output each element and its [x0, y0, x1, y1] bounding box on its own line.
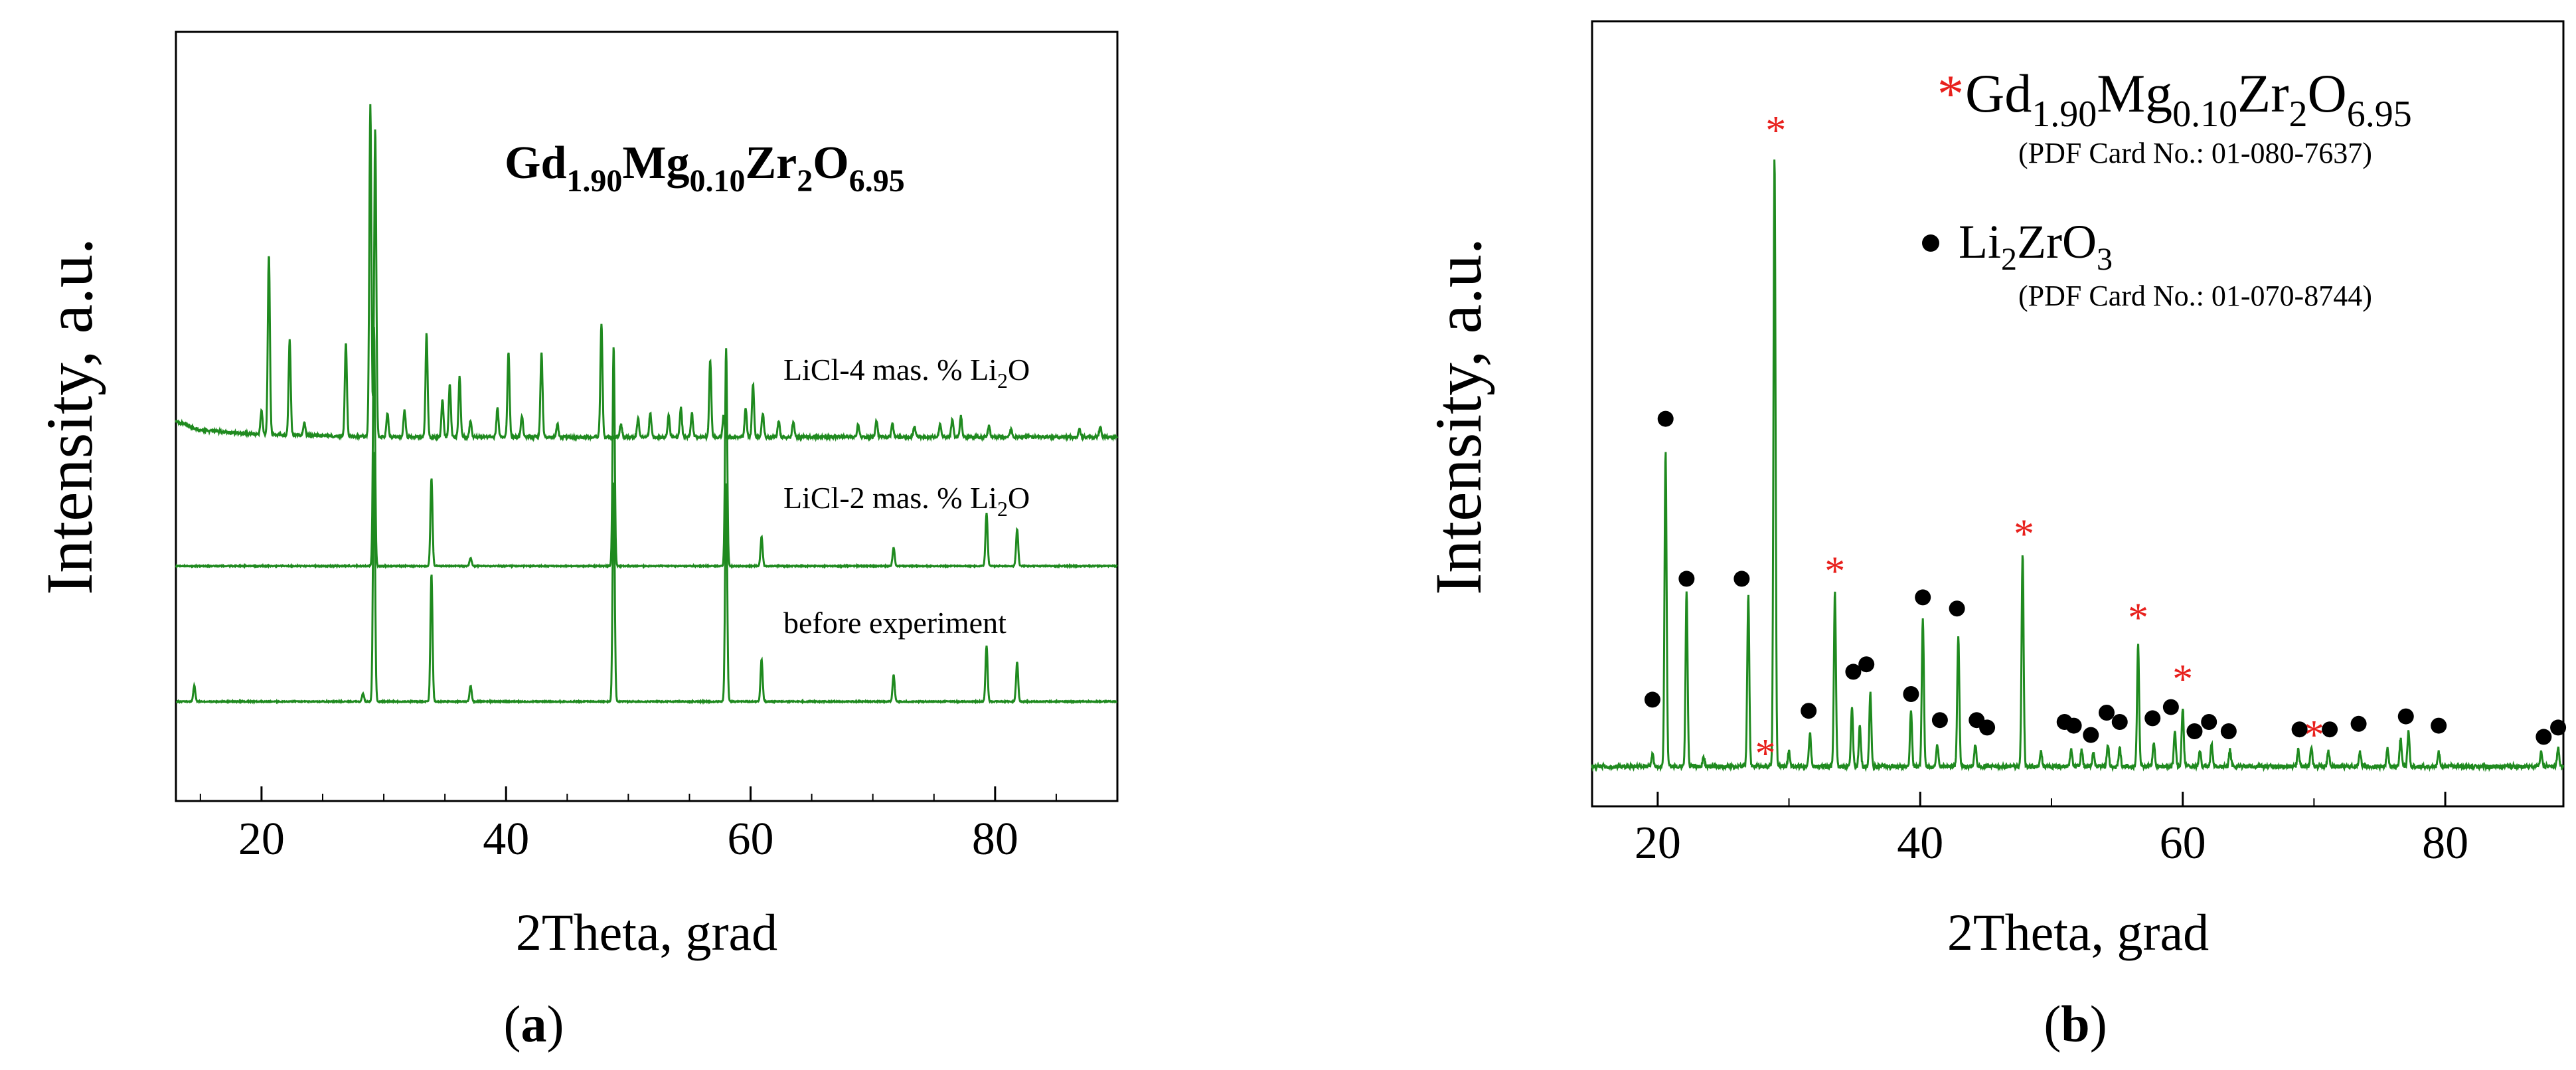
dot-marker-17: [2111, 714, 2128, 730]
dot-marker-19: [2162, 699, 2179, 715]
trace-licl-4: [175, 104, 1119, 442]
dot-marker-25: [2350, 715, 2367, 732]
dot-marker-7: [1903, 686, 1919, 702]
star-marker-5: *: [2172, 657, 2193, 702]
dot-marker-23: [2291, 721, 2308, 738]
panel-a-x-tick-label-80: 80: [972, 814, 1018, 865]
panel-a-x-axis-label: 2Theta, grad: [516, 903, 777, 961]
dot-marker-5: [1845, 664, 1862, 680]
legend-dot-marker: [1922, 234, 1939, 252]
legend-star-marker: *: [1937, 65, 1964, 124]
dot-marker-12: [1979, 719, 1996, 736]
dot-marker-18: [2144, 710, 2161, 727]
trace-before: [176, 452, 1117, 705]
dot-marker-4: [1801, 703, 1817, 719]
star-marker-0: *: [1755, 731, 1775, 776]
dot-marker-21: [2201, 714, 2217, 730]
panel-b-x-tick-label-80: 80: [2422, 818, 2468, 869]
panel-a: 20 40 60 80 Gd1.90Mg0.10Zr2O6.95 LiCl-4 mas…: [33, 31, 1119, 1053]
panel-a-x-tick-label-40: 40: [483, 814, 529, 865]
dot-marker-26: [2397, 708, 2414, 725]
dot-marker-28: [2536, 729, 2552, 745]
legend-entry-gd-formula: Gd1.90Mg0.10Zr2O6.95: [1965, 63, 2412, 135]
dot-marker-0: [1644, 691, 1660, 708]
legend-entry-li-formula: Li2ZrO3: [1959, 215, 2113, 277]
trace-pattern: [1591, 159, 2565, 772]
panel-b-label: (b): [2044, 995, 2107, 1053]
panel-b-x-tick-label-60: 60: [2160, 818, 2206, 869]
series-label-licl-2: LiCl-2 mas. % Li2O: [783, 481, 1030, 521]
star-marker-1: *: [1765, 108, 1786, 153]
panel-a-title: Gd1.90Mg0.10Zr2O6.95: [505, 137, 905, 199]
panel-a-plot-frame: [175, 31, 1119, 802]
dot-marker-29: [2550, 719, 2567, 736]
dot-marker-9: [1931, 712, 1948, 729]
panel-b-x-tick-label-20: 20: [1635, 818, 1681, 869]
dot-marker-24: [2322, 721, 2338, 738]
dot-marker-1: [1657, 410, 1674, 427]
panel-b-y-axis-label: Intensity, a.u.: [1421, 238, 1495, 595]
dot-marker-6: [1858, 656, 1875, 673]
panel-a-x-tick-label-20: 20: [238, 814, 285, 865]
panel-b-x-axis-label: 2Theta, grad: [1947, 903, 2209, 961]
star-marker-4: *: [2128, 596, 2148, 641]
star-marker-3: *: [2014, 512, 2034, 557]
dot-marker-27: [2431, 717, 2447, 734]
dot-marker-15: [2083, 727, 2099, 743]
panel-a-x-tick-label-60: 60: [728, 814, 774, 865]
dot-marker-14: [2065, 717, 2082, 734]
panel-b-legend: * Gd1.90Mg0.10Zr2O6.95 (PDF Card No.: 01…: [1922, 63, 2412, 312]
star-marker-2: *: [1824, 549, 1845, 594]
dot-marker-8: [1915, 589, 1931, 606]
trace-licl-2: [175, 327, 1118, 570]
dot-marker-16: [2098, 705, 2115, 721]
dot-marker-3: [1733, 571, 1750, 587]
legend-entry-li-card: (PDF Card No.: 01-070-8744): [2018, 280, 2372, 312]
dot-marker-10: [1949, 600, 1965, 617]
panel-a-y-axis-label: Intensity, a.u.: [33, 238, 106, 595]
panel-b: * * * * * * * 20 40 60 80 * Gd1.90Mg0.10Zr2O6.95 …: [1421, 20, 2567, 1053]
panel-b-x-tick-label-40: 40: [1897, 818, 1943, 869]
panel-b-plot-frame: [1591, 20, 2565, 808]
series-label-before: before experiment: [783, 606, 1006, 640]
legend-entry-gd-card: (PDF Card No.: 01-080-7637): [2018, 137, 2372, 169]
star-marker-6: *: [2304, 713, 2324, 758]
dot-marker-20: [2186, 723, 2203, 739]
dot-marker-2: [1678, 571, 1695, 587]
panel-a-label: (a): [504, 995, 564, 1053]
series-label-licl-4: LiCl-4 mas. % Li2O: [783, 353, 1030, 393]
dot-marker-22: [2220, 723, 2237, 739]
